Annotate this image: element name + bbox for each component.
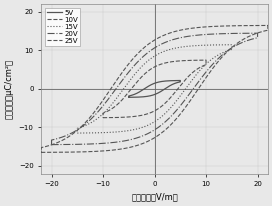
5V: [141, 96, 144, 98]
X-axis label: 电场强度（V/m）: 电场强度（V/m）: [131, 193, 178, 202]
15V: [118, 130, 121, 133]
15V: [189, 45, 192, 47]
20V: [53, 138, 56, 140]
Line: 10V: 10V: [103, 60, 206, 118]
5V: [165, 80, 168, 82]
15V: [230, 43, 233, 46]
20V: [159, 125, 162, 127]
10V: [129, 116, 132, 118]
20V: [50, 143, 53, 146]
20V: [201, 34, 204, 36]
10V: [132, 115, 135, 118]
5V: [127, 96, 130, 98]
15V: [121, 130, 124, 133]
Line: 25V: 25V: [41, 25, 268, 152]
20V: [110, 141, 114, 144]
20V: [50, 143, 53, 146]
5V: [127, 96, 130, 98]
5V: [142, 96, 146, 98]
15V: [78, 126, 81, 129]
10V: [101, 116, 105, 119]
20V: [256, 32, 259, 34]
20V: [106, 142, 109, 144]
Line: 20V: 20V: [51, 33, 258, 145]
15V: [157, 117, 161, 120]
Line: 5V: 5V: [129, 81, 180, 97]
5V: [174, 82, 177, 84]
25V: [266, 24, 270, 27]
5V: [128, 95, 131, 97]
15V: [217, 54, 220, 56]
25V: [40, 151, 43, 154]
10V: [103, 111, 106, 114]
10V: [101, 116, 105, 119]
25V: [43, 146, 46, 148]
25V: [40, 151, 43, 154]
10V: [204, 59, 208, 61]
25V: [246, 36, 250, 38]
Line: 15V: 15V: [77, 45, 232, 133]
25V: [205, 26, 209, 28]
15V: [76, 132, 79, 134]
25V: [106, 149, 109, 152]
Legend: 5V, 10V, 15V, 20V, 25V: 5V, 10V, 15V, 20V, 25V: [45, 8, 80, 46]
10V: [156, 108, 159, 110]
5V: [179, 79, 182, 82]
5V: [154, 93, 158, 95]
10V: [195, 68, 199, 70]
20V: [238, 42, 241, 45]
10V: [177, 60, 180, 62]
25V: [101, 150, 104, 152]
25V: [159, 132, 163, 135]
Y-axis label: 极化强度（μC/cm²）: 极化强度（μC/cm²）: [4, 59, 13, 119]
15V: [76, 132, 79, 134]
